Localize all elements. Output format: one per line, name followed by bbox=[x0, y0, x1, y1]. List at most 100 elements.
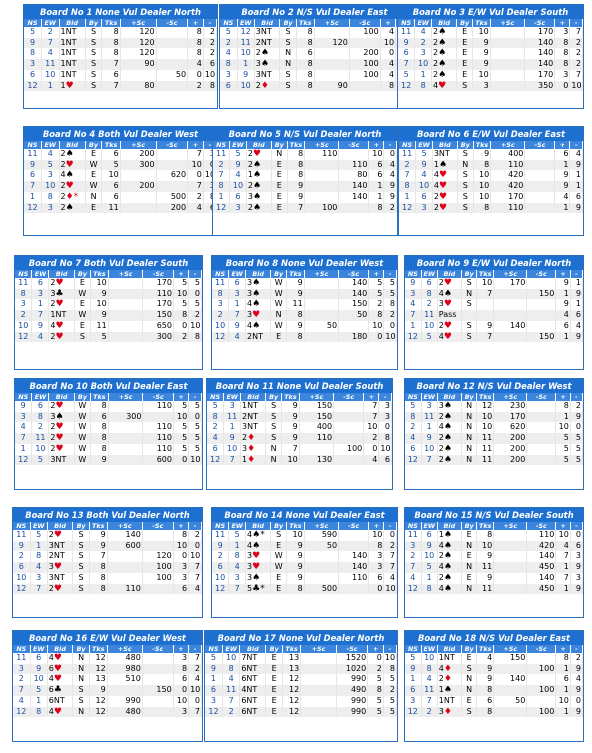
column-header: +Sc bbox=[493, 522, 528, 530]
bid-level: 4 bbox=[48, 674, 54, 684]
ew-pair: 8 bbox=[30, 706, 48, 718]
declarer: W bbox=[74, 443, 91, 455]
tricks: 10 bbox=[473, 181, 492, 192]
tricks: 10 bbox=[101, 170, 121, 182]
bid: 2♠ bbox=[246, 159, 272, 171]
ns-pair: 3 bbox=[15, 411, 33, 423]
table-row: 7 10 2♠ E 9 140 8 2 bbox=[398, 59, 583, 70]
ew-pair: 10 bbox=[41, 69, 60, 81]
declarer: N bbox=[461, 411, 478, 423]
table-row: 1 6 3♠ E 9 140 1 9 bbox=[213, 191, 397, 203]
plus-matchpoints: 5 bbox=[368, 278, 385, 289]
declarer: N bbox=[85, 191, 103, 203]
bid-level: 2 bbox=[438, 278, 444, 287]
tricks: 8 bbox=[90, 401, 109, 412]
minus-matchpoints: 9 bbox=[569, 202, 583, 214]
column-header: + bbox=[173, 270, 190, 278]
column-header: NS bbox=[213, 141, 231, 149]
declarer: W bbox=[74, 288, 91, 300]
bid-level: 2 bbox=[50, 433, 56, 443]
suit-icon: ♥ bbox=[55, 320, 64, 331]
minus-matchpoints: 4 bbox=[383, 572, 397, 584]
suit-icon: ♠ bbox=[252, 299, 261, 310]
minus-score bbox=[156, 27, 189, 38]
table-row: 11 5 2♥ S 9 140 8 2 bbox=[13, 530, 202, 541]
column-header: Bid bbox=[240, 393, 267, 401]
bid: 3♠ bbox=[246, 191, 272, 203]
ew-pair: 3 bbox=[228, 288, 247, 300]
table-row: 10 3 3♠ E 9 110 6 4 bbox=[212, 572, 397, 584]
minus-score: 420 bbox=[526, 540, 557, 552]
suit-icon: ♥ bbox=[55, 443, 64, 454]
declarer: E bbox=[271, 159, 288, 171]
declarer: E bbox=[461, 572, 478, 584]
declarer: S bbox=[457, 170, 474, 182]
minus-matchpoints: 1 bbox=[570, 299, 584, 311]
ns-pair: 1 bbox=[24, 191, 42, 203]
bid: 3♠ bbox=[48, 411, 75, 423]
bid: 3♥ bbox=[437, 299, 462, 311]
minus-matchpoints: 3 bbox=[378, 411, 392, 423]
table-row: 9 6 2♥ W 8 110 5 5 bbox=[15, 401, 202, 412]
ns-pair: 3 bbox=[405, 288, 422, 300]
ns-pair: 4 bbox=[405, 433, 422, 444]
tricks: 10 bbox=[90, 278, 109, 289]
column-header: Bid bbox=[437, 522, 462, 530]
table-row: 3 1 4♠ W 11 150 2 8 bbox=[212, 299, 397, 311]
bid: 2NT bbox=[240, 411, 267, 423]
bid: 2♥ bbox=[437, 278, 462, 289]
column-header: + bbox=[554, 19, 571, 27]
minus-matchpoints: 2 bbox=[569, 59, 583, 70]
table-row: 1 10 2♥ W 8 110 5 5 bbox=[15, 443, 202, 455]
column-header: - bbox=[570, 270, 584, 278]
ns-pair: 2 bbox=[399, 159, 417, 171]
declarer: E bbox=[265, 685, 283, 696]
column-header: +Sc bbox=[490, 141, 526, 149]
table-row: 4 2 2♥ W 8 110 5 5 bbox=[15, 422, 202, 434]
bid-level: 4 bbox=[48, 653, 54, 662]
suit-icon: ♥ bbox=[443, 299, 452, 310]
suit-icon: ♠ bbox=[443, 288, 452, 299]
minus-matchpoints: 2 bbox=[383, 202, 397, 214]
board-results-table: NS EW Bid By Tks +Sc -Sc + -11 6 1♠ E 8 110 10 0 3 9 4♠ N 10… bbox=[405, 522, 584, 595]
minus-matchpoints: 3 bbox=[378, 401, 392, 412]
minus-matchpoints: 5 bbox=[188, 443, 202, 455]
table-row: 5 1 2♠ E 10 170 3 7 bbox=[398, 69, 583, 81]
ns-pair: 5 bbox=[405, 401, 422, 412]
column-header: EW bbox=[222, 645, 241, 653]
ns-pair: 6 bbox=[205, 685, 223, 696]
bid-level: 1 bbox=[438, 685, 444, 695]
suit-icon: ♥ bbox=[55, 433, 64, 444]
plus-score: 150 bbox=[493, 653, 528, 664]
ew-pair: 11 bbox=[421, 685, 438, 696]
minus-matchpoints: 0 bbox=[570, 695, 584, 707]
table-row: 2 1 3NT S 9 400 10 0 bbox=[207, 422, 392, 434]
tricks: 6 bbox=[101, 181, 121, 192]
board-card: Board No 15 N/S Vul Dealer South NS EW Bid B… bbox=[404, 507, 584, 618]
bid: 6NT bbox=[239, 663, 267, 675]
minus-score: 140 bbox=[524, 59, 556, 70]
declarer: E bbox=[85, 170, 103, 182]
plus-score: 420 bbox=[490, 170, 526, 182]
tricks: 8 bbox=[287, 149, 306, 160]
bid-level: 2 bbox=[433, 48, 439, 58]
bid: 2♠ bbox=[254, 48, 281, 60]
tricks: 8 bbox=[101, 48, 121, 60]
table-row: 12 4 2♥ S 5 300 2 8 bbox=[15, 331, 202, 343]
minus-score bbox=[142, 540, 174, 552]
declarer: S bbox=[72, 530, 90, 541]
plus-score bbox=[120, 69, 157, 81]
plus-matchpoints: 8 bbox=[367, 685, 384, 696]
column-header: Tks bbox=[476, 393, 495, 401]
declarer: E bbox=[74, 278, 91, 289]
minus-matchpoints: 10 bbox=[378, 443, 392, 455]
ew-pair: 10 bbox=[30, 674, 48, 686]
suit-icon: ♥ bbox=[53, 663, 62, 674]
bid: 1NT bbox=[59, 69, 86, 81]
ns-pair: 9 bbox=[205, 663, 223, 675]
bid: 4♠ bbox=[245, 320, 272, 332]
ns-pair: 12 bbox=[213, 202, 231, 214]
tricks: 8 bbox=[286, 331, 305, 343]
tricks: 9 bbox=[472, 37, 491, 49]
declarer: S bbox=[72, 572, 90, 584]
